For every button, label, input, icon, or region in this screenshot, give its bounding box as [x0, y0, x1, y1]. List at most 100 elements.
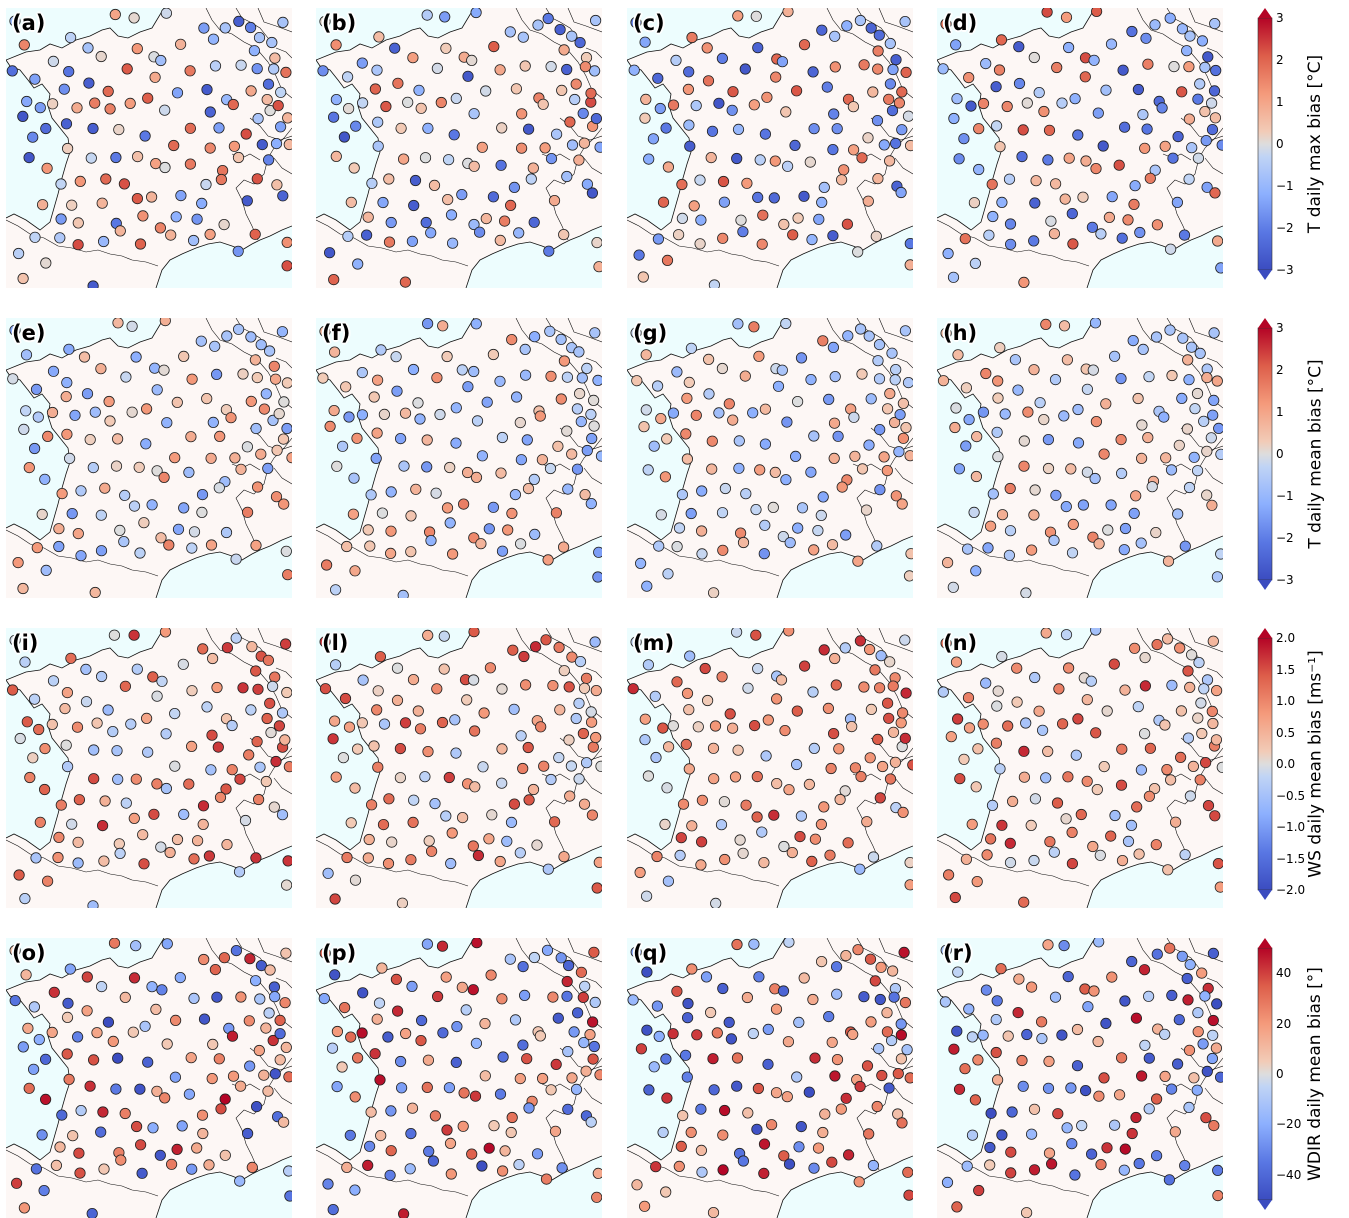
- station-marker: [581, 362, 593, 375]
- station-marker: [990, 1014, 1002, 1026]
- station-marker: [371, 1013, 383, 1025]
- station-marker: [991, 700, 1003, 712]
- station-marker: [75, 1105, 87, 1117]
- station-marker: [586, 1016, 599, 1028]
- border-line: [585, 667, 602, 679]
- border-line: [1188, 628, 1223, 653]
- colorbar-extend-top: [1258, 318, 1272, 328]
- station-marker: [130, 940, 142, 952]
- station-marker: [39, 473, 51, 485]
- station-marker: [1144, 742, 1156, 754]
- station-marker: [694, 238, 706, 250]
- border-line: [1206, 667, 1223, 679]
- station-marker: [508, 798, 520, 810]
- station-marker: [832, 430, 844, 442]
- station-marker: [776, 364, 788, 376]
- station-marker: [1126, 25, 1138, 38]
- station-marker: [1143, 990, 1155, 1002]
- map-svg: [6, 318, 292, 598]
- station-marker: [348, 472, 360, 484]
- station-marker: [9, 994, 21, 1007]
- border-line: [515, 628, 602, 719]
- station-marker: [109, 8, 121, 21]
- station-marker: [798, 39, 811, 51]
- colorbar-tick-label: −1.0: [1276, 820, 1306, 834]
- border-line: [937, 219, 1090, 267]
- station-marker: [1212, 1190, 1223, 1202]
- station-marker: [940, 18, 952, 30]
- station-marker: [1212, 858, 1223, 870]
- station-marker: [110, 1083, 122, 1095]
- station-marker: [667, 407, 680, 419]
- border-line: [894, 157, 913, 175]
- station-marker: [1212, 1164, 1223, 1176]
- station-marker: [895, 186, 907, 199]
- panel-label: (b): [322, 11, 357, 35]
- station-marker: [260, 388, 272, 400]
- station-marker: [131, 43, 143, 55]
- station-marker: [365, 1106, 377, 1118]
- station-marker: [662, 741, 675, 753]
- station-marker: [383, 793, 395, 805]
- station-marker: [159, 1092, 171, 1104]
- station-marker: [994, 141, 1006, 153]
- station-marker: [1198, 415, 1210, 427]
- border-line: [316, 219, 469, 267]
- station-marker: [24, 771, 36, 784]
- station-marker: [977, 718, 989, 730]
- station-marker: [188, 526, 201, 538]
- station-marker: [581, 178, 593, 190]
- station-marker: [791, 758, 803, 771]
- station-marker: [716, 671, 728, 683]
- station-marker: [95, 363, 107, 375]
- station-marker: [642, 659, 655, 671]
- station-marker: [590, 684, 602, 697]
- station-marker: [896, 86, 908, 98]
- station-marker: [250, 975, 262, 987]
- station-marker: [639, 713, 651, 725]
- station-marker: [1001, 100, 1013, 113]
- coastline: [6, 938, 292, 1218]
- station-marker: [1151, 639, 1163, 651]
- station-marker: [128, 812, 140, 824]
- station-marker: [1063, 662, 1075, 674]
- station-marker: [128, 12, 140, 24]
- station-marker: [882, 403, 894, 415]
- station-marker: [1113, 159, 1125, 171]
- border-line: [627, 839, 780, 887]
- station-marker: [829, 1070, 841, 1082]
- station-marker: [1050, 489, 1062, 501]
- station-marker: [1199, 757, 1212, 769]
- colorbar-tick-label: −2: [1276, 531, 1294, 545]
- station-marker: [426, 845, 438, 857]
- station-marker: [558, 851, 570, 863]
- station-marker: [1076, 1120, 1088, 1132]
- station-marker: [185, 431, 197, 443]
- station-marker: [118, 178, 131, 190]
- station-marker: [169, 708, 181, 720]
- station-marker: [382, 1031, 394, 1043]
- station-marker: [201, 701, 213, 713]
- map-svg: [6, 8, 292, 288]
- station-marker: [176, 1120, 188, 1132]
- station-marker: [1136, 1070, 1148, 1082]
- station-marker: [907, 759, 913, 771]
- station-marker: [888, 991, 900, 1003]
- station-marker: [551, 128, 563, 140]
- station-marker: [552, 1012, 564, 1024]
- station-marker: [444, 461, 456, 474]
- map-svg: [937, 318, 1223, 598]
- station-marker: [1202, 51, 1214, 63]
- station-marker: [88, 1054, 100, 1066]
- colorbar-tick-label: 20: [1276, 1016, 1292, 1031]
- station-marker: [496, 545, 509, 557]
- station-marker: [895, 717, 907, 729]
- station-marker: [578, 1037, 590, 1049]
- map-svg: [937, 628, 1223, 908]
- station-marker: [1061, 354, 1073, 366]
- station-marker: [476, 141, 488, 153]
- station-marker: [114, 225, 126, 237]
- station-marker: [385, 216, 397, 229]
- station-marker: [573, 346, 585, 358]
- station-marker: [501, 835, 513, 847]
